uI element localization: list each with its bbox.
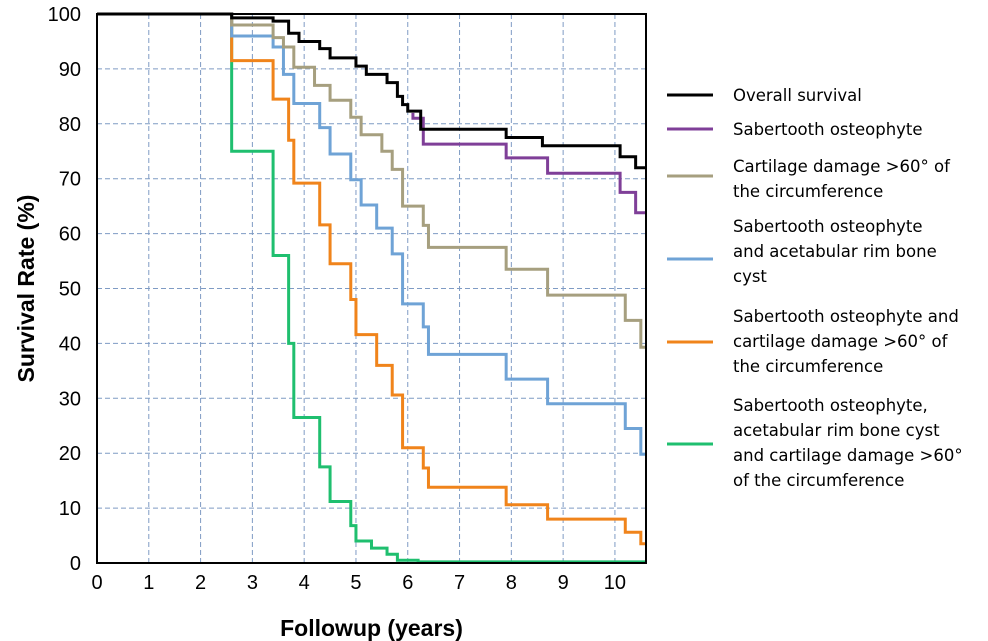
x-tick-label: 5	[350, 572, 361, 594]
legend-label: Sabertooth osteophyte and	[733, 307, 959, 326]
y-tick-label: 50	[59, 279, 81, 301]
series-line-2	[411, 112, 646, 215]
legend-label: and acetabular rim bone	[733, 242, 937, 261]
x-tick-label: 4	[299, 572, 310, 594]
x-tick-label: 2	[195, 572, 206, 594]
y-axis-title: Survival Rate (%)	[13, 195, 39, 383]
legend: Overall survival Sabertooth osteophyte Car…	[667, 86, 963, 490]
plot-area-frame	[96, 13, 647, 564]
x-axis-title: Followup (years)	[280, 615, 463, 641]
y-tick-label: 100	[48, 4, 81, 26]
legend-label: cyst	[733, 267, 767, 286]
x-tick-label: 6	[402, 572, 413, 594]
y-axis-ticks: 0 10 20 30 40 50 60 70 80 90 100	[48, 4, 81, 575]
legend-label: acetabular rim bone cyst	[733, 421, 940, 440]
grid-lines	[97, 13, 646, 563]
series-line-1	[97, 12, 646, 170]
x-tick-label: 9	[558, 572, 569, 594]
legend-label: and cartilage damage >60°	[733, 446, 963, 465]
legend-label: the circumference	[733, 357, 883, 376]
series-layer	[97, 12, 646, 564]
legend-entry-6: Sabertooth osteophyte, acetabular rim bon…	[667, 396, 963, 490]
legend-entry-5: Sabertooth osteophyte and cartilage damag…	[667, 307, 959, 376]
y-tick-label: 0	[70, 553, 81, 575]
legend-label: Sabertooth osteophyte,	[733, 396, 928, 415]
x-tick-label: 10	[604, 572, 626, 594]
series-line-5	[97, 12, 646, 546]
legend-entry-3: Cartilage damage >60° of the circumferenc…	[667, 157, 951, 201]
legend-label: Sabertooth osteophyte	[733, 217, 923, 236]
series-line-6	[97, 12, 646, 564]
x-tick-label: 0	[91, 572, 102, 594]
y-tick-label: 10	[59, 498, 81, 520]
x-tick-label: 3	[247, 572, 258, 594]
legend-entry-2: Sabertooth osteophyte	[667, 120, 923, 139]
y-tick-label: 70	[59, 169, 81, 191]
legend-label: Sabertooth osteophyte	[733, 120, 923, 139]
x-tick-label: 7	[454, 572, 465, 594]
x-tick-label: 8	[506, 572, 517, 594]
legend-label: Cartilage damage >60° of	[733, 157, 951, 176]
legend-entry-4: Sabertooth osteophyte and acetabular rim …	[667, 217, 937, 286]
x-tick-label: 1	[143, 572, 154, 594]
y-tick-label: 40	[59, 333, 81, 355]
legend-label: cartilage damage >60° of	[733, 332, 949, 351]
y-tick-label: 30	[59, 388, 81, 410]
legend-label: Overall survival	[733, 86, 862, 105]
y-tick-label: 80	[59, 114, 81, 136]
series-line-3	[97, 12, 646, 349]
x-axis-ticks: 0 1 2 3 4 5 6 7 8 9 10	[91, 572, 626, 594]
series-line-4	[97, 12, 646, 456]
y-tick-label: 60	[59, 224, 81, 246]
y-tick-label: 90	[59, 59, 81, 81]
y-tick-label: 20	[59, 443, 81, 465]
legend-label: of the circumference	[733, 471, 904, 490]
legend-label: the circumference	[733, 182, 883, 201]
legend-entry-1: Overall survival	[667, 86, 862, 105]
